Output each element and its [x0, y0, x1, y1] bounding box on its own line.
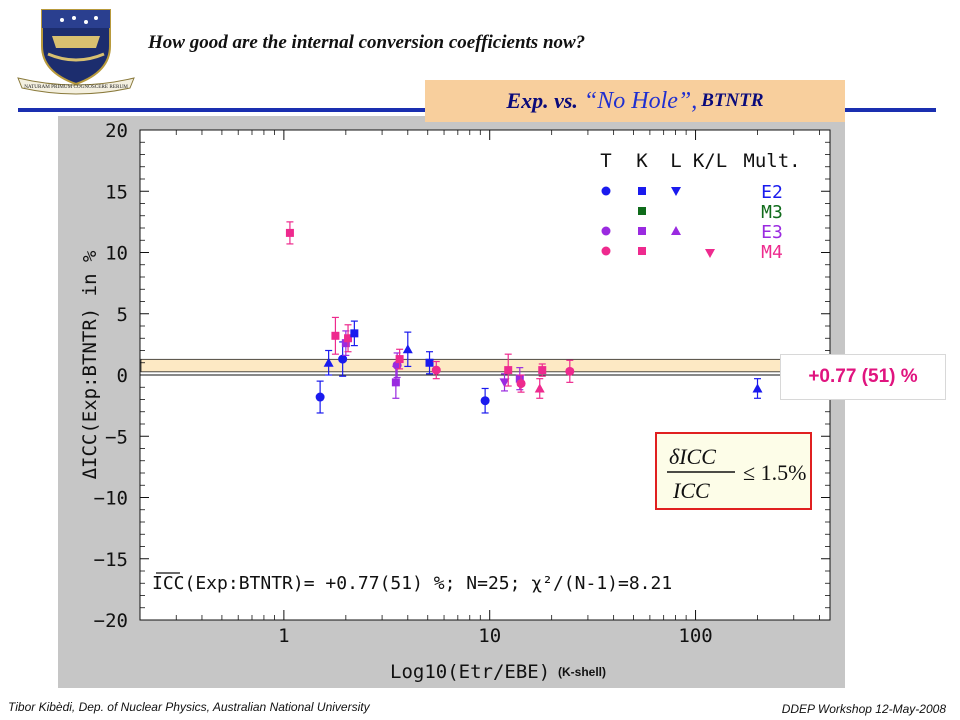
mean-band [140, 358, 830, 373]
legend-marker [705, 249, 715, 258]
formula-drawing: δICC ICC ≤ 1.5% [667, 444, 806, 503]
crest-icon: NATURAM PRIMUM COGNOSCERE RERUM [17, 9, 135, 95]
precision-formula-box: δICC ICC ≤ 1.5% [655, 432, 812, 510]
x-axis-note: (K-shell) [558, 665, 606, 679]
data-point [338, 354, 348, 364]
data-point [516, 379, 526, 389]
formula-numerator: δICC [669, 444, 716, 469]
y-tick-label: 5 [117, 304, 128, 326]
data-point [534, 383, 545, 393]
legend-marker [601, 226, 611, 236]
legend-marker [638, 187, 646, 195]
x-tick-label: 100 [678, 625, 712, 647]
y-tick-label: −5 [105, 426, 128, 448]
legend-header: Mult. [743, 150, 800, 172]
formula-inequality: ≤ 1.5% [743, 460, 806, 485]
legend-label: E3 [761, 222, 783, 243]
legend-marker [671, 226, 681, 235]
footer-event: DDEP Workshop 12-May-2008 [781, 702, 946, 716]
y-tick-label: 10 [105, 243, 128, 265]
data-point [425, 358, 434, 367]
data-point [323, 357, 334, 367]
data-point [499, 378, 510, 388]
legend-label: E2 [761, 182, 783, 203]
y-tick-label: 0 [117, 365, 128, 387]
data-point [515, 374, 524, 383]
data-point [344, 334, 353, 343]
y-tick-label: 20 [105, 120, 128, 142]
legend-header: T [600, 150, 611, 172]
data-point [431, 365, 441, 375]
subtitle-part-btntr: BTNTR [701, 90, 764, 111]
data-point [752, 383, 763, 393]
data-point [395, 355, 404, 364]
data-point [480, 396, 490, 406]
y-tick-label: −10 [94, 488, 128, 510]
data-point [341, 339, 350, 348]
stats-annotation: ICC(Exp:BTNTR)= +0.77(51) %; N=25; χ²/(N… [152, 573, 672, 594]
x-tick-label: 1 [278, 625, 289, 647]
legend-header: K [636, 150, 648, 172]
y-tick-label: 15 [105, 181, 128, 203]
legend-marker [638, 227, 646, 235]
x-tick-label: 10 [478, 625, 501, 647]
data-point [504, 366, 513, 375]
data-point [402, 344, 413, 354]
legend-marker [638, 247, 646, 255]
subtitle-part-nohole: “No Hole”, [583, 87, 698, 114]
data-point [350, 329, 359, 338]
legend-header: K/L [693, 150, 727, 172]
comparison-subtitle: Exp. vs. “No Hole”, BTNTR [425, 80, 845, 122]
legend-header: L [670, 150, 681, 172]
subtitle-part-exp: Exp. vs. [506, 88, 578, 113]
footer-author: Tibor Kibèdi, Dep. of Nuclear Physics, A… [8, 700, 370, 714]
data-point [285, 228, 294, 237]
data-point [331, 331, 340, 340]
slide-title: How good are the internal conversion coe… [148, 32, 586, 53]
x-axis-label: Log10(Etr/EBE) [390, 661, 550, 683]
legend-marker [671, 187, 681, 196]
y-tick-label: −20 [94, 610, 128, 632]
mean-deviation-label: +0.77 (51) % [780, 354, 946, 400]
y-tick-label: −15 [94, 549, 128, 571]
formula-denominator: ICC [672, 478, 710, 503]
y-axis-label: ΔICC(Exp:BTNTR) in % [79, 250, 101, 479]
legend-marker [601, 186, 611, 196]
data-point [315, 392, 325, 402]
data-point [538, 366, 547, 375]
legend-label: M3 [761, 202, 783, 223]
svg-text:NATURAM PRIMUM COGNOSCERE RERU: NATURAM PRIMUM COGNOSCERE RERUM [24, 84, 128, 90]
university-crest-logo: NATURAM PRIMUM COGNOSCERE RERUM [12, 6, 140, 98]
data-point [391, 378, 400, 387]
legend-marker [601, 246, 611, 256]
legend-marker [638, 207, 646, 215]
legend-label: M4 [761, 242, 783, 263]
data-point [565, 366, 575, 376]
